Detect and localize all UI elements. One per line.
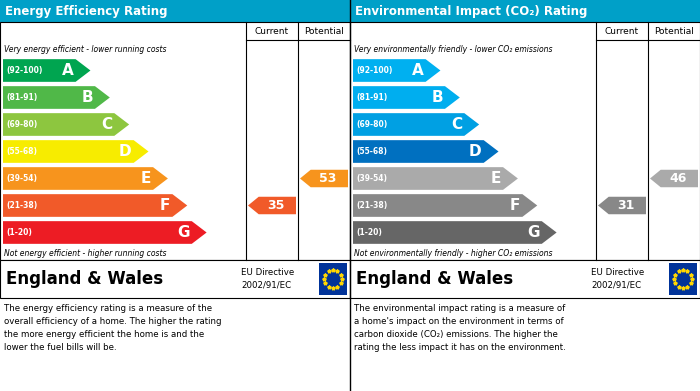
Bar — [0, 22, 350, 260]
Polygon shape — [3, 221, 206, 244]
Text: E: E — [491, 171, 501, 186]
Text: The environmental impact rating is a measure of
a home's impact on the environme: The environmental impact rating is a mea… — [354, 304, 566, 352]
Polygon shape — [3, 194, 187, 217]
Text: Very environmentally friendly - lower CO₂ emissions: Very environmentally friendly - lower CO… — [354, 45, 552, 54]
Text: (81-91): (81-91) — [356, 93, 387, 102]
Text: (1-20): (1-20) — [356, 228, 382, 237]
Text: (69-80): (69-80) — [356, 120, 387, 129]
Text: (39-54): (39-54) — [6, 174, 37, 183]
Text: F: F — [160, 198, 170, 213]
Polygon shape — [353, 113, 480, 136]
Text: (1-20): (1-20) — [6, 228, 32, 237]
Bar — [350, 260, 700, 298]
Text: Not environmentally friendly - higher CO₂ emissions: Not environmentally friendly - higher CO… — [354, 249, 552, 258]
Polygon shape — [3, 167, 168, 190]
Text: Potential: Potential — [304, 27, 344, 36]
Text: Energy Efficiency Rating: Energy Efficiency Rating — [5, 5, 167, 18]
Text: (21-38): (21-38) — [6, 201, 37, 210]
Text: B: B — [431, 90, 443, 105]
Bar — [319, 263, 347, 295]
Text: F: F — [510, 198, 520, 213]
Text: The energy efficiency rating is a measure of the
overall efficiency of a home. T: The energy efficiency rating is a measur… — [4, 304, 221, 352]
Text: D: D — [119, 144, 132, 159]
Text: Not energy efficient - higher running costs: Not energy efficient - higher running co… — [4, 249, 167, 258]
Text: A: A — [62, 63, 74, 78]
Text: C: C — [452, 117, 462, 132]
Polygon shape — [3, 86, 110, 109]
Text: 46: 46 — [669, 172, 687, 185]
Polygon shape — [598, 197, 646, 214]
Bar — [350, 22, 700, 260]
Text: EU Directive
2002/91/EC: EU Directive 2002/91/EC — [591, 268, 644, 290]
Text: Environmental Impact (CO₂) Rating: Environmental Impact (CO₂) Rating — [355, 5, 587, 18]
Text: (92-100): (92-100) — [6, 66, 43, 75]
Polygon shape — [353, 221, 556, 244]
Polygon shape — [3, 140, 148, 163]
Polygon shape — [353, 194, 538, 217]
Polygon shape — [300, 170, 348, 187]
Text: Very energy efficient - lower running costs: Very energy efficient - lower running co… — [4, 45, 167, 54]
Text: C: C — [102, 117, 112, 132]
Text: B: B — [81, 90, 93, 105]
Text: G: G — [177, 225, 190, 240]
Polygon shape — [353, 59, 440, 82]
Text: EU Directive
2002/91/EC: EU Directive 2002/91/EC — [241, 268, 294, 290]
Text: Current: Current — [605, 27, 639, 36]
Bar — [669, 263, 697, 295]
Text: (55-68): (55-68) — [6, 147, 37, 156]
Polygon shape — [3, 113, 130, 136]
Polygon shape — [353, 140, 498, 163]
Text: A: A — [412, 63, 424, 78]
Text: D: D — [469, 144, 482, 159]
Bar — [0, 260, 350, 298]
Text: (92-100): (92-100) — [356, 66, 393, 75]
Text: (81-91): (81-91) — [6, 93, 37, 102]
Text: 35: 35 — [267, 199, 285, 212]
Polygon shape — [650, 170, 698, 187]
Text: (55-68): (55-68) — [356, 147, 387, 156]
Bar — [0, 0, 350, 22]
Text: 31: 31 — [617, 199, 635, 212]
Polygon shape — [353, 167, 518, 190]
Text: 53: 53 — [319, 172, 337, 185]
Text: (69-80): (69-80) — [6, 120, 37, 129]
Text: England & Wales: England & Wales — [6, 270, 163, 288]
Text: (21-38): (21-38) — [356, 201, 387, 210]
Polygon shape — [248, 197, 296, 214]
Text: G: G — [527, 225, 540, 240]
Bar — [350, 0, 700, 22]
Polygon shape — [353, 86, 460, 109]
Text: (39-54): (39-54) — [356, 174, 387, 183]
Text: E: E — [141, 171, 151, 186]
Text: England & Wales: England & Wales — [356, 270, 513, 288]
Text: Current: Current — [255, 27, 289, 36]
Text: Potential: Potential — [654, 27, 694, 36]
Polygon shape — [3, 59, 90, 82]
